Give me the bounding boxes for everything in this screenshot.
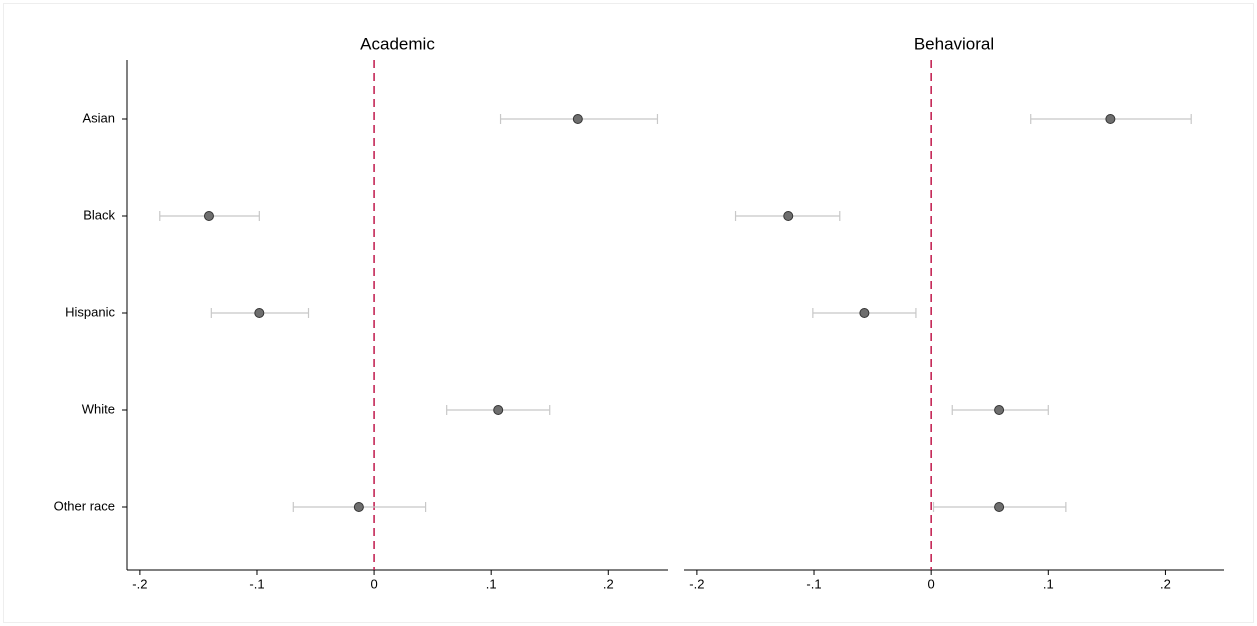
y-tick-label: White xyxy=(82,401,115,416)
x-tick-label: -.1 xyxy=(806,576,821,591)
panel-title: Behavioral xyxy=(914,34,994,53)
x-tick-label: .1 xyxy=(486,576,497,591)
x-tick-label: .2 xyxy=(1160,576,1171,591)
point xyxy=(572,114,583,124)
point xyxy=(203,211,214,221)
x-tick-label: 0 xyxy=(370,576,377,591)
point xyxy=(1105,114,1116,124)
y-tick-label: Asian xyxy=(82,110,115,125)
point xyxy=(254,308,265,318)
y-tick-label: Hispanic xyxy=(65,304,115,319)
point xyxy=(994,502,1005,512)
panel-title: Academic xyxy=(360,34,435,53)
point xyxy=(994,405,1005,415)
x-tick-label: .1 xyxy=(1043,576,1054,591)
point xyxy=(493,405,504,415)
x-tick-label: .2 xyxy=(603,576,614,591)
x-tick-label: -.1 xyxy=(249,576,264,591)
x-tick-label: -.2 xyxy=(132,576,147,591)
x-tick-label: 0 xyxy=(928,576,935,591)
y-tick-label: Other race xyxy=(54,498,115,513)
x-tick-label: -.2 xyxy=(689,576,704,591)
point xyxy=(859,308,870,318)
frame xyxy=(3,3,1254,623)
point xyxy=(353,502,364,512)
y-tick-label: Black xyxy=(83,207,115,222)
point xyxy=(783,211,794,221)
